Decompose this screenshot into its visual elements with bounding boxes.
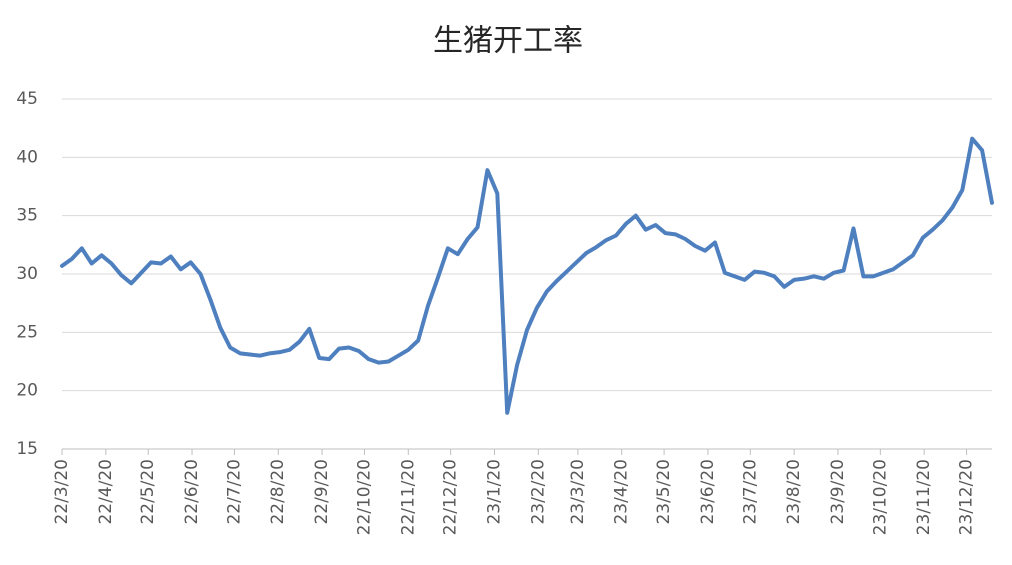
- x-tick-label: 22/6/20: [182, 459, 202, 525]
- x-tick-label: 23/10/20: [870, 459, 890, 535]
- x-tick-label: 22/4/20: [96, 459, 116, 525]
- data-line: [60, 136, 994, 415]
- x-tick-label: 23/7/20: [740, 459, 760, 525]
- x-tick-label: 23/1/20: [484, 459, 504, 525]
- x-tick-label: 23/8/20: [784, 459, 804, 525]
- y-tick-label: 40: [16, 147, 38, 167]
- y-tick-label: 15: [16, 439, 38, 459]
- x-tick-label: 22/5/20: [138, 459, 158, 525]
- y-tick-label: 25: [16, 322, 38, 342]
- x-tick-label: 23/3/20: [568, 459, 588, 525]
- y-tick-label: 45: [16, 89, 38, 109]
- x-tick-label: 22/10/20: [354, 459, 374, 535]
- y-tick-label: 30: [16, 264, 38, 284]
- x-tick-label: 22/9/20: [312, 459, 332, 525]
- x-tick-label: 22/3/20: [52, 459, 72, 525]
- y-tick-label: 20: [16, 381, 38, 401]
- x-tick-label: 22/8/20: [268, 459, 288, 525]
- x-tick-label: 23/9/20: [828, 459, 848, 525]
- x-tick-label: 23/4/20: [612, 459, 632, 525]
- chart-title: 生猪开工率: [433, 24, 583, 59]
- x-tick-label: 22/12/20: [441, 459, 461, 535]
- x-tick-label: 23/6/20: [698, 459, 718, 525]
- y-tick-label: 35: [16, 206, 38, 226]
- x-tick-label: 23/5/20: [654, 459, 674, 525]
- x-tick-label: 23/12/20: [957, 459, 977, 535]
- x-tick-label: 23/2/20: [528, 459, 548, 525]
- x-tick-label: 22/7/20: [224, 459, 244, 525]
- x-tick-label: 22/11/20: [398, 459, 418, 535]
- x-tick-label: 23/11/20: [914, 459, 934, 535]
